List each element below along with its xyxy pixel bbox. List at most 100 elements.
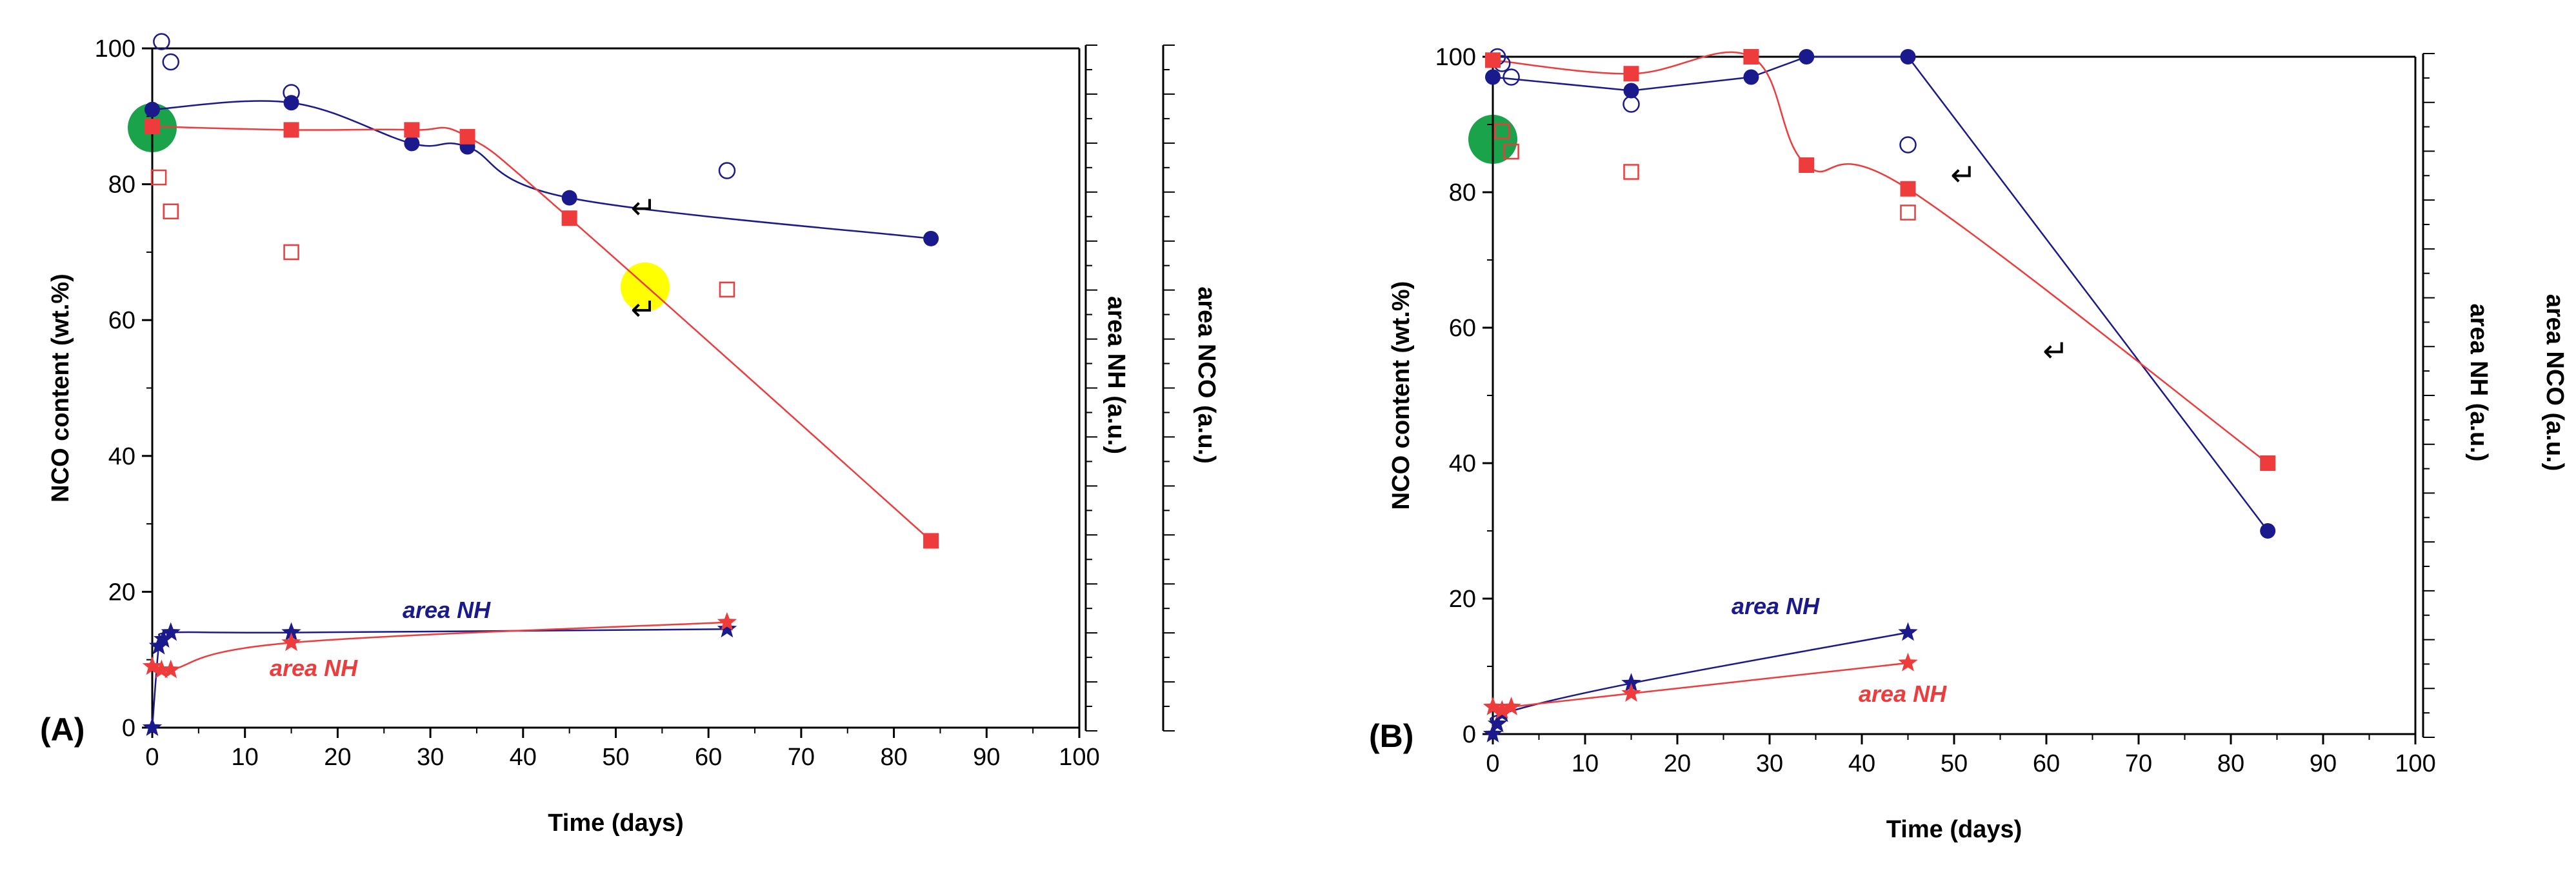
data-point <box>1900 49 1916 65</box>
series-label: area NH <box>1859 681 1947 707</box>
x-tick-label: 0 <box>1486 750 1499 777</box>
chart-panel-b: 0 10 20 30 40 50 60 70 80 90 100 0 20 40 60 80 100 Time (… <box>1369 44 2568 843</box>
y-tick-label: 20 <box>108 579 135 606</box>
y-tick-label: 100 <box>95 35 135 63</box>
data-point <box>2260 523 2276 539</box>
data-point <box>1898 652 1918 672</box>
data-point <box>717 619 737 638</box>
panel-label: (A) <box>40 712 85 748</box>
y-tick-label: 80 <box>1449 179 1476 206</box>
series-line <box>1492 51 2268 464</box>
data-point <box>161 622 181 641</box>
y2-axis-title: area NH (a.u.) <box>1103 296 1130 454</box>
x-axis-title: Time (days) <box>1886 816 2022 843</box>
x-tick-label: 10 <box>232 744 259 771</box>
y-tick-label: 100 <box>1435 44 1476 71</box>
data-point <box>1485 52 1501 68</box>
data-point <box>153 33 170 50</box>
data-point <box>154 629 174 648</box>
data-point <box>1494 123 1510 139</box>
data-point <box>717 612 737 631</box>
data-point <box>718 162 736 179</box>
data-point <box>719 281 735 298</box>
data-point <box>1621 683 1641 702</box>
data-point <box>1743 49 1759 65</box>
x-tick-label: 50 <box>1941 750 1968 777</box>
data-point <box>161 659 181 679</box>
data-point <box>1799 157 1815 173</box>
x-tick-label: 70 <box>2125 750 2152 777</box>
data-point <box>281 622 301 641</box>
data-point <box>1492 700 1512 719</box>
data-point <box>1501 697 1521 715</box>
arrow-annotation: ↵ <box>631 292 657 328</box>
y3-axis-title: area NCO (a.u.) <box>1193 286 1220 464</box>
x-tick-label: 100 <box>1059 744 1099 771</box>
data-point <box>561 190 577 206</box>
y-tick-label: 80 <box>108 172 135 199</box>
x-tick-label: 70 <box>788 744 815 771</box>
data-point <box>1743 69 1759 85</box>
data-point <box>1799 49 1815 65</box>
x-tick-label: 20 <box>1664 750 1691 777</box>
data-point <box>923 533 939 549</box>
data-point <box>404 135 420 152</box>
x-tick-label: 40 <box>510 744 537 771</box>
data-point <box>1623 83 1639 99</box>
data-point <box>1487 713 1508 733</box>
series-label: area NH <box>403 597 491 623</box>
data-point <box>142 717 163 736</box>
data-point <box>1900 181 1916 197</box>
series-label: area NH <box>270 655 358 681</box>
data-point <box>459 128 475 144</box>
x-axis-title: Time (days) <box>548 810 683 837</box>
series-line <box>151 628 727 728</box>
x-tick-label: 90 <box>973 744 1000 771</box>
data-point <box>1900 204 1916 221</box>
data-point <box>561 210 577 226</box>
data-point <box>1503 143 1519 160</box>
data-point <box>1623 164 1639 180</box>
y-tick-label: 20 <box>1449 586 1476 613</box>
data-point <box>150 169 167 186</box>
x-tick-label: 30 <box>417 744 444 771</box>
y-axis-title: NCO content (wt.%) <box>1388 281 1415 510</box>
data-point <box>1483 724 1503 742</box>
data-point <box>1622 95 1640 113</box>
data-point <box>1485 69 1501 85</box>
x-tick-label: 60 <box>695 744 722 771</box>
data-point <box>923 230 939 246</box>
data-point <box>1503 68 1520 86</box>
y-tick-label: 0 <box>1463 721 1476 748</box>
series-line <box>152 100 932 240</box>
x-tick-label: 30 <box>1756 750 1783 777</box>
x-tick-label: 80 <box>880 744 907 771</box>
x-tick-label: 10 <box>1572 750 1599 777</box>
data-point <box>2260 455 2276 471</box>
y-tick-label: 60 <box>1449 315 1476 342</box>
y2-axis-title: area NH (a.u.) <box>2465 304 2492 462</box>
y3-axis-title: area NCO (a.u.) <box>2541 294 2568 472</box>
data-point <box>1898 622 1918 641</box>
panel-label: (B) <box>1369 718 1413 754</box>
y-tick-label: 40 <box>1449 450 1476 477</box>
data-point <box>145 101 160 117</box>
x-tick-label: 90 <box>2310 750 2337 777</box>
arrow-annotation: ↵ <box>2042 333 2068 370</box>
y-tick-label: 60 <box>108 307 135 334</box>
data-point <box>1623 66 1639 82</box>
data-point <box>163 203 179 219</box>
data-point <box>152 659 172 679</box>
series-line <box>1492 55 2269 532</box>
data-point <box>281 632 301 652</box>
data-point <box>404 122 420 138</box>
data-point <box>145 119 160 135</box>
chart-panel-a: 0 10 20 30 40 50 60 70 80 90 100 0 20 40 60 80 100 Time (… <box>40 33 1220 837</box>
x-tick-label: 40 <box>1848 750 1875 777</box>
series-label: area NH <box>1732 593 1820 619</box>
arrow-annotation: ↵ <box>631 190 657 226</box>
y-axis-title: NCO content (wt.%) <box>47 274 74 503</box>
x-tick-label: 80 <box>2217 750 2244 777</box>
y-tick-label: 40 <box>108 443 135 470</box>
